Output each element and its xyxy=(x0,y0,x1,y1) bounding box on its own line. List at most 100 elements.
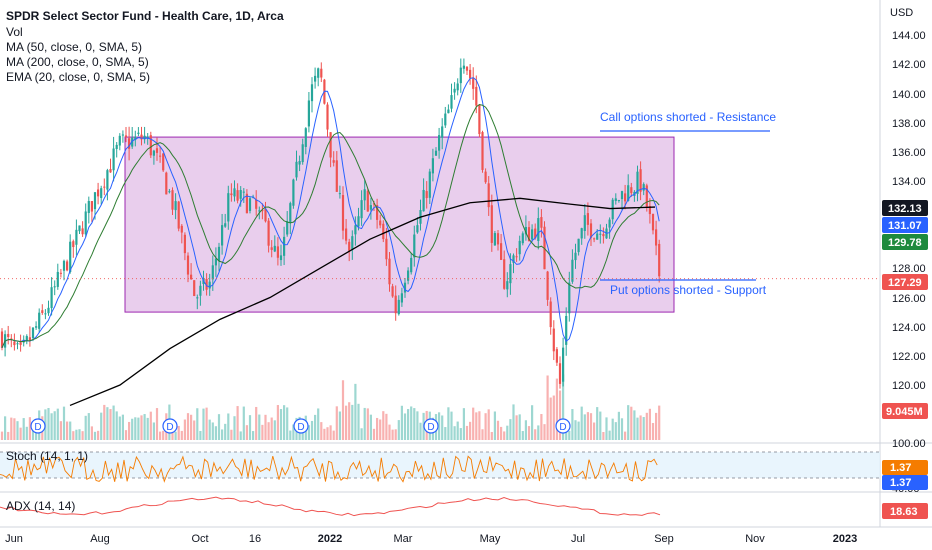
stoch-tick-label: 100.00 xyxy=(892,438,926,450)
candle-body xyxy=(335,160,338,192)
candle-body xyxy=(651,213,655,231)
candle-body xyxy=(456,83,459,91)
volume-bar xyxy=(248,415,252,440)
volume-bar xyxy=(317,408,320,440)
volume-bar xyxy=(552,395,555,440)
candle-body xyxy=(487,183,490,208)
candle-body xyxy=(93,192,97,210)
candle-body xyxy=(481,132,484,170)
volume-bar xyxy=(261,424,264,440)
price-tick-label: 134.00 xyxy=(892,176,926,188)
candle-body xyxy=(577,238,580,253)
candle-body xyxy=(66,261,69,271)
volume-bar xyxy=(252,431,255,440)
legend-vol: Vol xyxy=(6,25,23,39)
volume-bar xyxy=(506,425,509,440)
candle-body xyxy=(41,310,44,313)
candle-body xyxy=(196,297,199,299)
candle-body xyxy=(388,258,391,285)
volume-bar xyxy=(159,431,162,440)
candle-body xyxy=(571,259,574,282)
volume-bar xyxy=(118,416,121,440)
volume-bar xyxy=(106,407,109,440)
dividend-marker-circle xyxy=(293,418,309,434)
volume-bar xyxy=(555,378,558,440)
volume-bar xyxy=(10,417,13,440)
candle-body xyxy=(224,223,227,227)
candle-body xyxy=(512,255,515,263)
volume-bar xyxy=(589,413,593,440)
candle-body xyxy=(345,228,348,241)
candle-body xyxy=(589,223,593,238)
volume-bar xyxy=(140,415,143,440)
volume-bar xyxy=(348,402,351,440)
volume-bar xyxy=(174,431,177,440)
volume-bar xyxy=(109,409,112,440)
candle-body xyxy=(447,109,450,114)
volume-bar xyxy=(419,422,422,440)
candle-body xyxy=(568,282,571,314)
candle-body xyxy=(59,272,62,274)
price-tick-label: 126.00 xyxy=(892,293,926,305)
volume-bar xyxy=(134,417,137,440)
candle-body xyxy=(518,240,521,255)
candle-body xyxy=(376,205,379,220)
candle-body xyxy=(124,135,128,138)
dividend-marker-circle xyxy=(162,418,178,434)
volume-bar xyxy=(196,408,199,440)
stoch-label: Stoch (14, 1, 1) xyxy=(6,449,88,463)
dividend-marker-label: D xyxy=(427,422,434,433)
candle-body xyxy=(69,241,72,273)
candle-body xyxy=(245,193,248,214)
candle-body xyxy=(459,67,462,84)
candle-body xyxy=(565,315,568,345)
volume-bar xyxy=(413,408,416,440)
volume-bar xyxy=(335,406,338,440)
candle-body xyxy=(19,342,22,345)
volume-tag: 9.045M xyxy=(882,403,928,419)
volume-bar xyxy=(354,383,357,440)
x-tick-label: Jul xyxy=(571,533,585,545)
volume-bar xyxy=(124,430,128,440)
volume-bar xyxy=(242,406,245,440)
candle-body xyxy=(295,161,298,178)
volume-bar xyxy=(636,417,639,440)
volume-bar xyxy=(400,405,403,440)
candle-body xyxy=(475,86,478,106)
volume-bar xyxy=(574,420,577,440)
volume-bar xyxy=(199,430,202,440)
volume-bar xyxy=(78,429,81,440)
volume-bar xyxy=(540,414,543,440)
volume-bar xyxy=(509,419,512,440)
stoch-tag: 1.37 xyxy=(882,460,928,475)
volume-bar xyxy=(633,410,636,440)
candle-body xyxy=(549,301,552,328)
volume-bar xyxy=(394,429,397,440)
candle-body xyxy=(552,328,555,352)
volume-bar xyxy=(4,416,7,440)
candle-body xyxy=(555,349,558,363)
candle-body xyxy=(314,75,317,82)
volume-bar xyxy=(0,431,4,440)
volume-tag-label: 9.045M xyxy=(886,406,923,418)
candle-body xyxy=(174,201,177,211)
candle-body xyxy=(236,190,239,201)
volume-bar xyxy=(69,421,72,440)
candle-body xyxy=(214,258,217,266)
candle-body xyxy=(348,241,351,251)
candle-body xyxy=(137,132,140,134)
candle-body xyxy=(255,199,258,209)
volume-bar xyxy=(31,429,35,440)
candle-body xyxy=(168,191,171,193)
x-tick-label: Sep xyxy=(654,533,674,545)
candle-body xyxy=(279,255,283,261)
volume-bar xyxy=(320,422,323,440)
candle-body xyxy=(469,69,472,79)
candle-body xyxy=(149,135,152,156)
legend-ma200: MA (200, close, 0, SMA, 5) xyxy=(6,55,149,69)
volume-bar xyxy=(162,430,165,440)
volume-bar xyxy=(558,390,562,440)
volume-bar xyxy=(267,422,270,440)
candle-body xyxy=(190,274,193,280)
